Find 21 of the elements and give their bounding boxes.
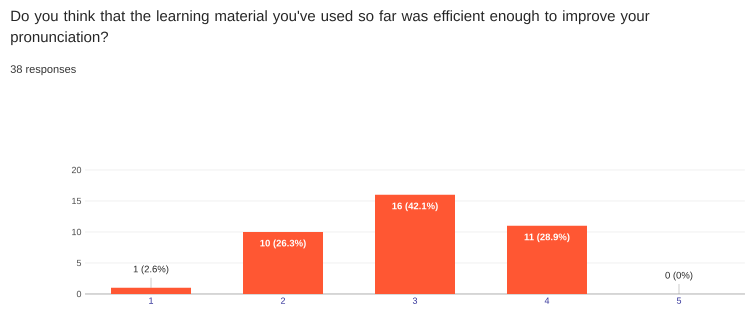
- data-label: 10 (26.3%): [260, 240, 306, 248]
- x-tick-label: 3: [412, 298, 418, 304]
- y-tick-label: 10: [72, 228, 82, 236]
- y-tick-label: 15: [72, 198, 82, 204]
- x-tick-label: 2: [280, 298, 286, 304]
- bar: [243, 232, 324, 294]
- y-tick-label: 20: [72, 166, 82, 174]
- x-tick-label: 4: [544, 298, 550, 304]
- y-tick-label: 0: [76, 290, 82, 298]
- x-tick-label: 5: [676, 298, 682, 304]
- bar: [375, 194, 455, 294]
- data-label: 11 (28.9%): [524, 233, 570, 242]
- chart-subtitle: 38 responses: [10, 65, 76, 76]
- data-label: 16 (42.1%): [392, 202, 438, 212]
- data-label: 0 (0%): [665, 272, 692, 280]
- chart-title: Do you think that the learning material you've used so far was efficient enough to improve your pronunciation?: [11, 10, 650, 46]
- x-tick-label: 1: [149, 298, 154, 304]
- data-label: 1 (2.6%): [134, 265, 168, 274]
- bar: [111, 288, 192, 294]
- y-tick-label: 5: [76, 260, 82, 266]
- bar: [507, 226, 587, 294]
